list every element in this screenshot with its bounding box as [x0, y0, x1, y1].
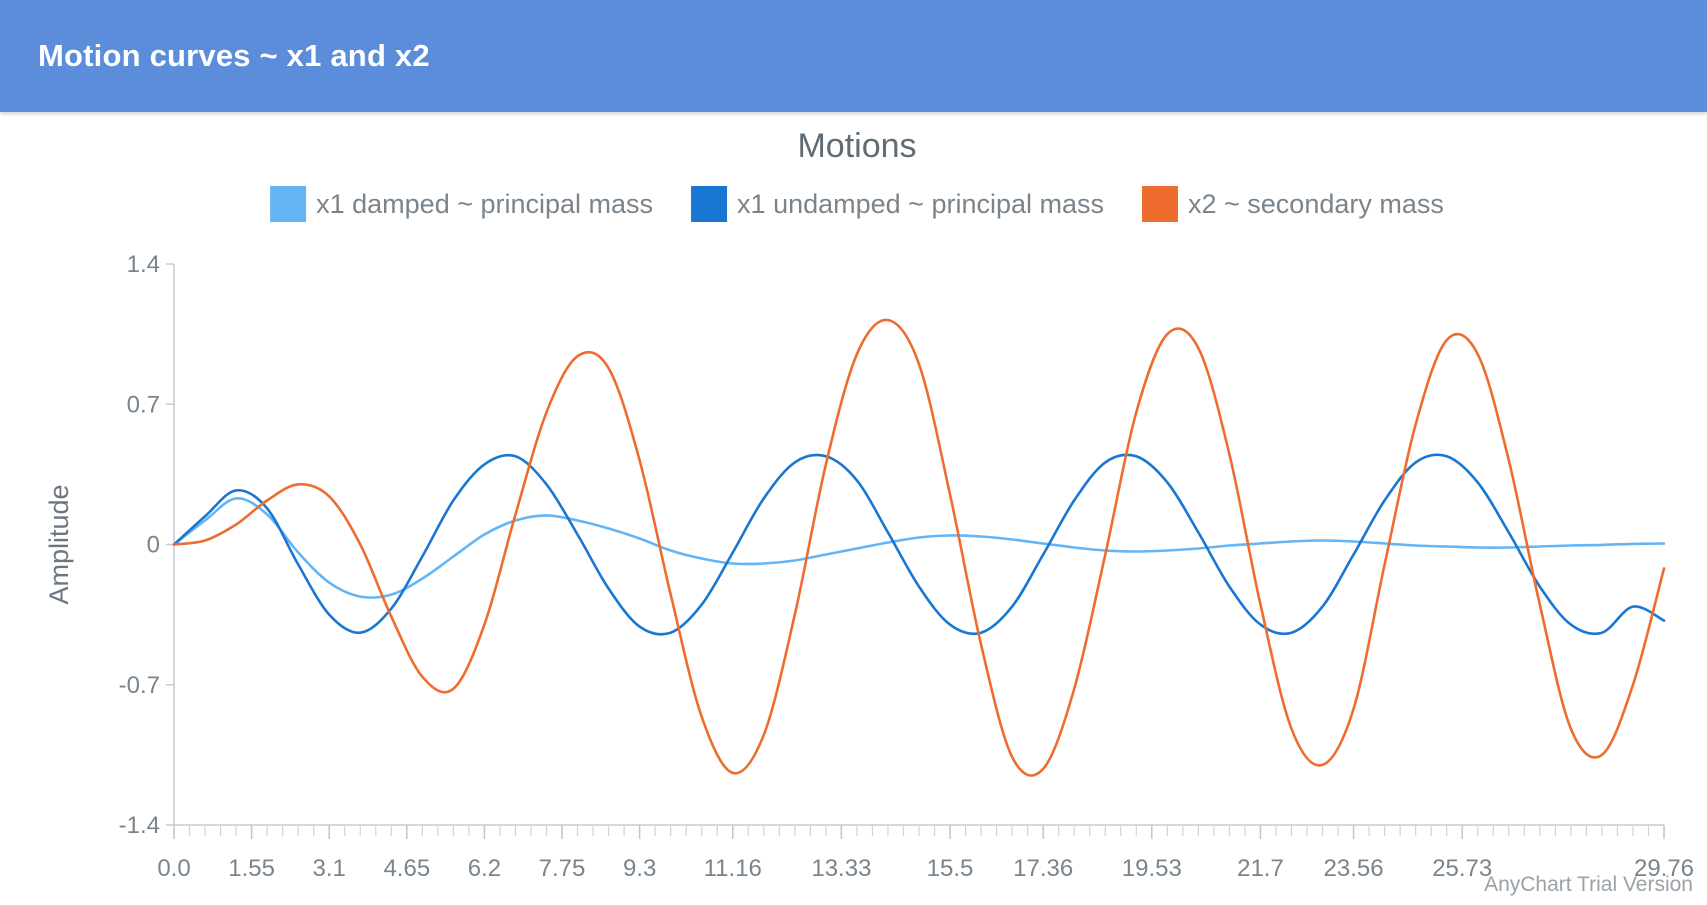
x-tick-label: 15.5	[927, 855, 974, 882]
series-line-3	[172, 318, 1666, 777]
legend: x1 damped ~ principal mass x1 undamped ~ …	[270, 186, 1444, 222]
x-tick-label: 13.33	[811, 855, 871, 882]
series-line-2	[172, 453, 1666, 636]
legend-item-2[interactable]: x1 undamped ~ principal mass	[691, 186, 1104, 222]
chart-area: Motions x1 damped ~ principal mass x1 und…	[0, 112, 1707, 900]
x-tick-label: 1.55	[228, 855, 275, 882]
legend-item-1[interactable]: x1 damped ~ principal mass	[270, 186, 653, 222]
y-tick-label: 0	[147, 532, 160, 559]
x-tick-label: 21.7	[1237, 855, 1284, 882]
x-axis: 0.0 1.55 3.1 4.65 6.2 7.75 9.3 11.16 13.33 15.5 17…	[157, 824, 1694, 882]
motions-chart: Motions x1 damped ~ principal mass x1 und…	[44, 127, 1694, 896]
x-tick-label: 29.76	[1634, 855, 1694, 882]
legend-label: x1 undamped ~ principal mass	[737, 189, 1104, 219]
x-tick-label: 19.53	[1122, 855, 1182, 882]
legend-item-3[interactable]: x2 ~ secondary mass	[1142, 186, 1444, 222]
y-tick-label: 1.4	[127, 251, 160, 278]
y-tick-label: -1.4	[119, 812, 160, 839]
x-tick-label: 9.3	[623, 855, 656, 882]
x-tick-label: 17.36	[1013, 855, 1073, 882]
y-tick-label: 0.7	[127, 391, 160, 418]
app-header: Motion curves ~ x1 and x2	[0, 0, 1707, 112]
x-tick-label: 4.65	[383, 855, 430, 882]
x-tick-label: 0.0	[157, 855, 190, 882]
x-tick-label: 23.56	[1324, 855, 1384, 882]
x-tick-label: 7.75	[539, 855, 586, 882]
x-tick-label: 3.1	[313, 855, 346, 882]
chart-title: Motions	[797, 127, 916, 165]
legend-label: x1 damped ~ principal mass	[316, 189, 653, 219]
legend-swatch	[270, 186, 307, 222]
x-tick-label: 11.16	[704, 855, 762, 882]
legend-swatch	[691, 186, 728, 222]
watermark: AnyChart Trial Version	[1484, 873, 1693, 896]
x-tick-label: 6.2	[468, 855, 501, 882]
legend-label: x2 ~ secondary mass	[1188, 189, 1444, 219]
series-layer	[172, 318, 1666, 777]
y-axis-title: Amplitude	[44, 484, 74, 604]
y-axis: -1.4 -0.7 0 0.7 1.4	[119, 251, 175, 839]
series-line-1	[172, 497, 1666, 599]
legend-swatch	[1142, 186, 1178, 222]
header-title: Motion curves ~ x1 and x2	[38, 38, 430, 73]
x-tick-label: 25.73	[1432, 855, 1492, 882]
y-tick-label: -0.7	[119, 672, 160, 699]
